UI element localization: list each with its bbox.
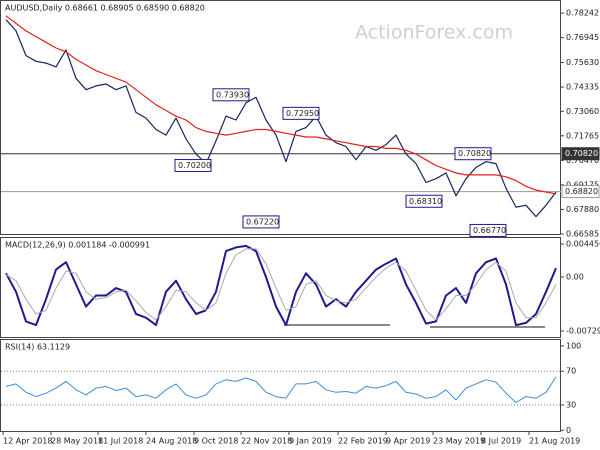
x-tick-label: 12 Apr 2018 (3, 437, 52, 446)
y-tick-label: -0.007298 (566, 327, 600, 336)
annotation-box (282, 106, 320, 120)
y-tick-label: 0 (566, 426, 571, 435)
level-label: 0.68820 (565, 187, 598, 196)
annotation-label: 0.66770 (473, 226, 506, 235)
annotation-label: 0.72950 (286, 109, 319, 118)
panel-frame (0, 339, 561, 432)
panel-title: MACD(12,26,9) 0.001184 -0.000991 (5, 241, 150, 250)
series-line (5, 19, 557, 218)
y-tick-label: 0.76945 (566, 33, 599, 42)
x-tick-label: 22 Nov 2018 (241, 437, 292, 446)
x-tick-label: 11 Jul 2018 (98, 437, 143, 446)
annotation-label: 0.67220 (246, 217, 279, 226)
annotation-box (469, 223, 507, 237)
annotation-label: 0.73930 (216, 90, 249, 99)
x-tick-label: 21 Aug 2019 (529, 437, 580, 446)
annotation-box (242, 215, 280, 229)
y-tick-label: 0.71765 (566, 131, 599, 140)
x-tick-label: 9 Apr 2019 (386, 437, 430, 446)
y-tick-label: 0.78242 (566, 9, 599, 18)
series-line (5, 248, 557, 321)
x-tick-label: 9 Jan 2019 (289, 437, 332, 446)
y-tick-label: 0.67880 (566, 205, 599, 214)
y-tick-label: 0.73060 (566, 107, 599, 116)
y-tick-label: 100 (566, 341, 581, 350)
annotation-label: 0.70200 (178, 161, 211, 170)
y-tick-label: 0.75630 (566, 58, 599, 67)
level-box (561, 147, 600, 161)
annotation-label: 0.68310 (409, 197, 442, 206)
y-tick-label: 0.74335 (566, 83, 599, 92)
x-tick-label: 22 Feb 2019 (338, 437, 388, 446)
x-tick-label: 8 Jul 2019 (481, 437, 521, 446)
y-tick-label: 0.00 (566, 273, 584, 282)
y-tick-label: 70 (566, 367, 576, 376)
y-tick-label: 0.70470 (566, 156, 599, 165)
series-line (5, 376, 557, 403)
annotation-label: 0.70820 (458, 149, 491, 158)
series-line (5, 244, 557, 327)
annotation-box (174, 158, 212, 172)
annotation-box (212, 88, 250, 102)
panel-frame (0, 237, 561, 338)
annotation-box (405, 194, 443, 208)
y-tick-label: 0.66585 (566, 229, 599, 238)
watermark: ActionForex.com (355, 22, 513, 44)
level-box (561, 185, 600, 199)
x-tick-label: 23 May 2019 (433, 437, 485, 446)
x-tick-label: 24 Aug 2018 (146, 437, 197, 446)
series-line (5, 15, 557, 195)
y-tick-label: 30 (566, 400, 576, 409)
x-tick-label: 28 May 2018 (51, 437, 103, 446)
y-tick-label: 0.004456 (566, 240, 600, 249)
panel-frame (0, 0, 561, 235)
panel-title: RSI(14) 63.1129 (5, 343, 70, 352)
x-tick-label: 9 Oct 2018 (194, 437, 238, 446)
panel-title: AUDUSD,Daily 0.68661 0.68905 0.68590 0.6… (5, 4, 205, 13)
y-tick-label: 0.69175 (566, 180, 599, 189)
annotation-box (454, 147, 492, 161)
level-label: 0.70820 (565, 149, 598, 158)
